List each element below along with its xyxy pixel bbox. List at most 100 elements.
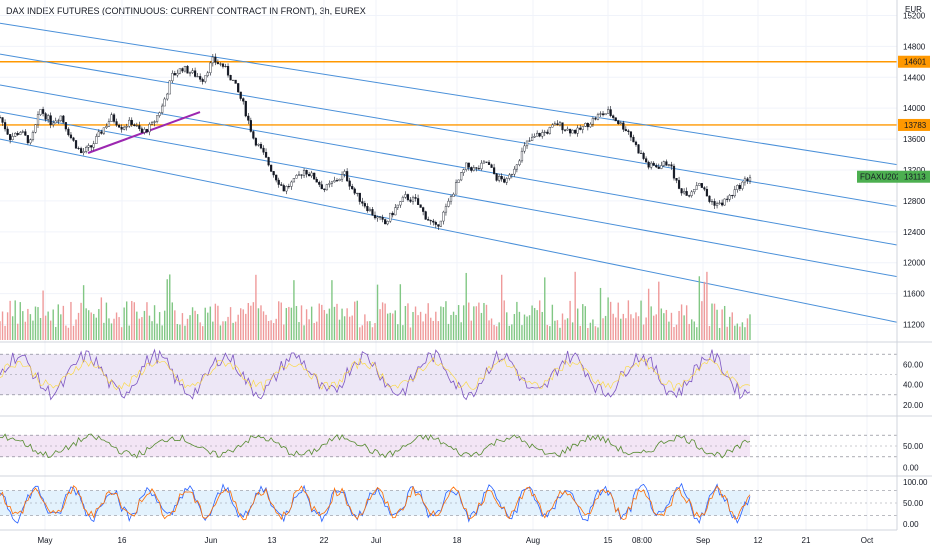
volume-bar (326, 313, 328, 340)
volume-bar (394, 310, 396, 340)
candle-body (64, 122, 67, 130)
candle-body (150, 122, 154, 125)
volume-bar (60, 314, 62, 340)
volume-bar (538, 300, 541, 340)
candle-body (594, 118, 597, 120)
volume-bar (379, 309, 381, 340)
candle-body (746, 178, 749, 182)
candle-body (637, 144, 640, 154)
candle-body (434, 222, 437, 225)
volume-bar (351, 315, 353, 340)
candle-body (204, 75, 207, 82)
volume-bar (706, 271, 708, 340)
volume-bar (227, 316, 229, 340)
x-tick-label: Aug (526, 536, 540, 545)
candle-body (384, 219, 387, 225)
rsi2-line (0, 433, 751, 459)
candle-body (59, 115, 62, 121)
candle-body (525, 140, 529, 147)
volume-bar (151, 321, 153, 340)
volume-bar (359, 327, 361, 340)
volume-bar (693, 321, 695, 340)
indicator-tick-label: 60.00 (903, 360, 924, 369)
candle-body (356, 192, 359, 194)
candle-body (680, 188, 683, 194)
volume-bar (734, 325, 736, 340)
candle-body (330, 181, 334, 184)
candle-body (105, 126, 108, 128)
volume-bar (531, 305, 533, 340)
candle-body (419, 204, 422, 208)
candle-body (748, 177, 752, 182)
volume-bar (196, 314, 199, 340)
trend-channels[interactable] (0, 22, 898, 323)
indicator-tick-label: 50.00 (903, 442, 924, 451)
volume-bar (592, 319, 594, 340)
volume-bar (174, 310, 176, 340)
volume-bar (412, 311, 414, 340)
volume-bar (650, 306, 652, 340)
candle-body (36, 114, 40, 125)
volume-bar (245, 313, 247, 340)
volume-bar (82, 285, 85, 340)
volume-bar (417, 315, 419, 340)
volume-bar (98, 309, 100, 340)
candle-body (275, 174, 278, 181)
volume-bar (283, 324, 285, 340)
candle-body (553, 123, 556, 126)
candle-body (617, 120, 620, 124)
candles (0, 53, 752, 231)
volume-bar (478, 302, 480, 340)
volume-bar (414, 306, 417, 340)
candle-body (363, 203, 366, 207)
volume-bar (316, 321, 318, 340)
candle-body (82, 151, 85, 154)
candle-body (639, 152, 643, 154)
volume-bar (493, 324, 495, 340)
volume-bar (653, 315, 655, 340)
candle-body (297, 174, 301, 176)
candle-body (41, 109, 45, 114)
volume-bar (612, 313, 614, 340)
volume-bar (500, 274, 503, 340)
volume-bar (546, 324, 548, 340)
volume-bar (554, 320, 556, 340)
candle-body (576, 127, 579, 134)
volume-bar (625, 318, 627, 340)
candle-body (683, 191, 686, 194)
candle-body (530, 136, 534, 141)
volume-bar (143, 310, 146, 340)
volume-bar (655, 314, 657, 340)
candle-body (376, 216, 379, 219)
candle-body (485, 161, 488, 163)
candle-body (505, 178, 508, 183)
volume-bar (544, 277, 546, 340)
candle-body (287, 186, 290, 188)
candle-body (599, 113, 602, 115)
candle-body (477, 168, 480, 170)
level-badge-label: 13783 (904, 121, 927, 130)
candle-body (358, 192, 361, 202)
volume-bar (166, 279, 168, 340)
candle-body (31, 132, 35, 140)
candle-body (378, 216, 382, 218)
candle-body (199, 76, 202, 80)
volume-bar (609, 301, 612, 340)
volume-bar (389, 312, 391, 340)
channel-line-2 (0, 84, 898, 246)
candle-body (389, 212, 392, 222)
horizontal-levels[interactable] (0, 61, 897, 126)
candle-body (155, 115, 159, 122)
candle-body (102, 127, 105, 134)
candle-body (171, 73, 174, 82)
candle-body (396, 204, 399, 208)
candle-body (72, 137, 75, 141)
candle-body (551, 124, 554, 128)
volume-bar (204, 307, 206, 340)
volume-bar (343, 316, 346, 340)
volume-bar (232, 322, 234, 340)
volume-bar (683, 315, 685, 340)
candle-body (92, 143, 95, 148)
volume-bar (169, 274, 171, 340)
